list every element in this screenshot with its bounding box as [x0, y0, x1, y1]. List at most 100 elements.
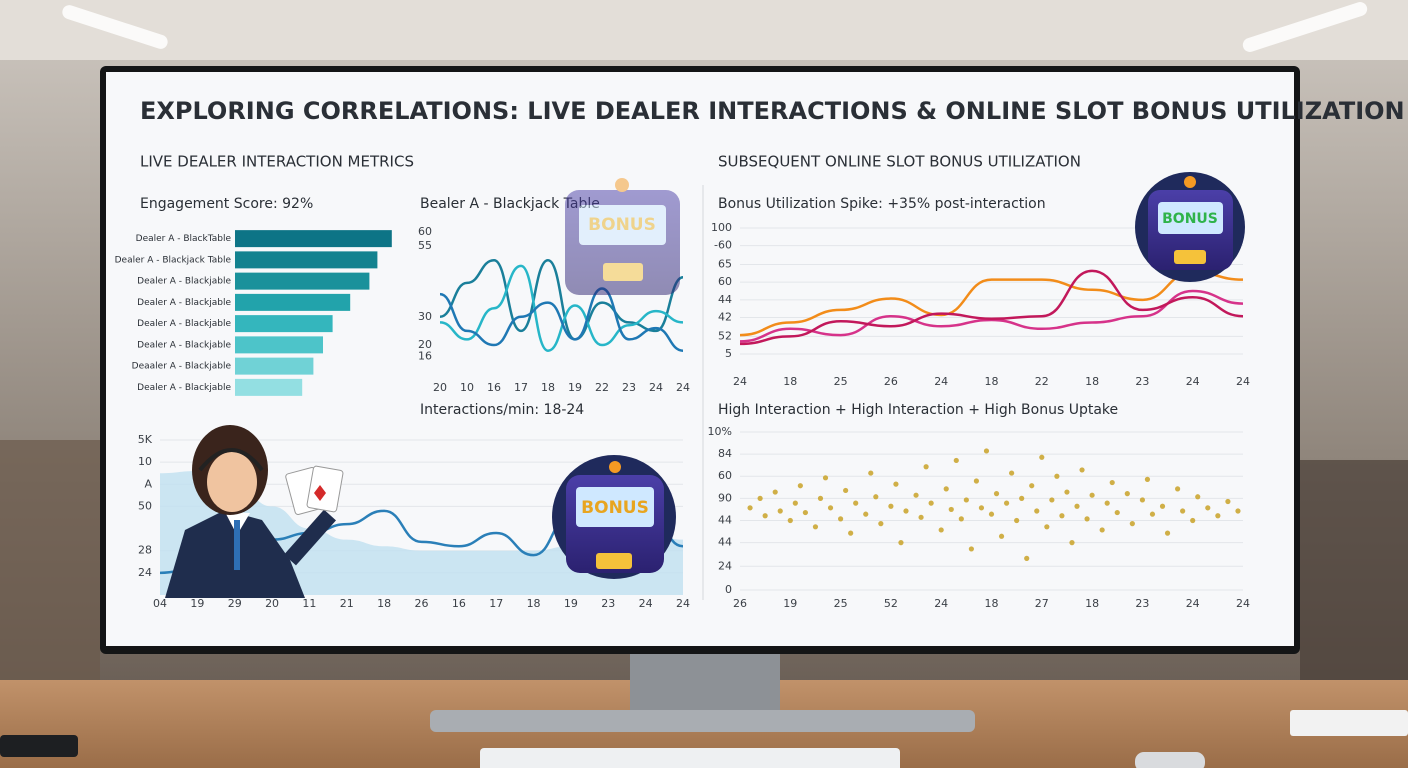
- point: [988, 511, 995, 517]
- point: [978, 505, 985, 511]
- x-tick-label: 21: [340, 597, 354, 610]
- x-tick-label: 18: [1085, 375, 1099, 388]
- point: [797, 483, 803, 489]
- dealer-tie: [234, 520, 240, 570]
- y-tick-label: 10: [138, 455, 152, 468]
- bar: [235, 378, 303, 396]
- point: [1149, 511, 1156, 517]
- point: [878, 521, 884, 527]
- point: [1124, 491, 1130, 497]
- y-tick-label: 60: [718, 275, 732, 288]
- y-tick-label: 24: [718, 559, 732, 572]
- point: [1225, 498, 1231, 505]
- x-tick-label: 23: [622, 381, 636, 394]
- y-tick-label: Deaaler A - Blackjable: [132, 362, 232, 372]
- point: [792, 500, 798, 506]
- point: [903, 508, 909, 514]
- point: [963, 497, 969, 503]
- mouse: [1135, 752, 1205, 768]
- point: [817, 495, 824, 501]
- section-heading: SUBSEQUENT ONLINE SLOT BONUS UTILIZATION: [718, 153, 1081, 171]
- slot-machine-icon: BONUS: [1135, 172, 1245, 282]
- point: [1175, 486, 1181, 492]
- chart-title: Bealer A - Blackjack Table: [420, 196, 600, 212]
- slot-light: [1184, 176, 1196, 188]
- dashboard-title: EXPLORING CORRELATIONS: LIVE DEALER INTE…: [140, 97, 1405, 125]
- bar: [235, 357, 314, 375]
- x-tick-label: 22: [595, 381, 609, 394]
- point: [1014, 517, 1020, 524]
- point: [1190, 517, 1196, 524]
- point: [1104, 500, 1110, 506]
- line: [739, 289, 1244, 343]
- x-tick-label: 24: [1186, 375, 1200, 388]
- ceiling: [0, 0, 1408, 60]
- slot-screen: [579, 205, 666, 245]
- slot-light: [615, 178, 629, 192]
- x-tick-label: 25: [834, 375, 848, 388]
- point: [1019, 495, 1025, 501]
- y-tick-label: 28: [138, 544, 152, 557]
- point: [923, 464, 929, 470]
- point: [1144, 476, 1151, 482]
- y-tick-label: Dealer A - Blackjable: [137, 298, 231, 308]
- point: [777, 508, 783, 514]
- point: [998, 533, 1005, 539]
- x-tick-label: 24: [934, 375, 948, 388]
- line: [439, 259, 684, 341]
- point: [1164, 530, 1171, 536]
- point: [868, 470, 874, 476]
- y-tick-label: Dealer A - Blackjable: [137, 277, 231, 287]
- y-tick-label: 65: [718, 258, 732, 271]
- point: [848, 530, 854, 536]
- x-tick-label: 19: [783, 597, 797, 610]
- dealer-headset: [198, 448, 264, 472]
- point: [893, 481, 899, 487]
- point: [827, 505, 834, 511]
- y-tick-label: Dealer A - Blackjack Table: [115, 255, 232, 265]
- point: [948, 506, 954, 513]
- slot-machine-icon: BONUS: [565, 178, 680, 295]
- point: [1195, 494, 1201, 500]
- y-tick-label: 24: [138, 566, 152, 579]
- slot-label: BONUS: [581, 498, 649, 518]
- x-tick-label: 17: [489, 597, 503, 610]
- background-cabinet: [1300, 460, 1408, 680]
- x-tick-label: 52: [884, 597, 898, 610]
- point: [1024, 555, 1030, 562]
- point: [918, 514, 924, 520]
- chart-title: Engagement Score: 92%: [140, 196, 313, 212]
- point: [757, 495, 763, 501]
- bar: [235, 293, 351, 311]
- point: [1129, 521, 1135, 527]
- x-tick-label: 24: [639, 597, 653, 610]
- y-tick-label: 60: [718, 469, 732, 482]
- slot-machine-icon: BONUS: [552, 455, 676, 579]
- x-tick-label: 20: [265, 597, 279, 610]
- card-suit: [314, 485, 326, 501]
- point: [968, 546, 974, 552]
- x-tick-label: 22: [1035, 375, 1049, 388]
- point: [1064, 489, 1070, 495]
- y-tick-label: 42: [718, 310, 732, 323]
- x-tick-label: 18: [527, 597, 541, 610]
- x-tick-label: 10: [460, 381, 474, 394]
- x-tick-label: 11: [302, 597, 316, 610]
- background-cabinet: [0, 440, 100, 680]
- line: [439, 264, 684, 352]
- point: [1235, 508, 1241, 514]
- point: [1054, 473, 1060, 479]
- y-tick-label: 16: [418, 349, 432, 362]
- phone: [0, 735, 78, 757]
- y-tick-label: 44: [718, 513, 732, 526]
- point: [1084, 516, 1090, 522]
- x-tick-label: 24: [1186, 597, 1200, 610]
- ceiling-light: [62, 5, 168, 49]
- point: [873, 494, 879, 500]
- x-tick-label: 16: [487, 381, 501, 394]
- x-tick-label: 19: [564, 597, 578, 610]
- line: [739, 269, 1244, 346]
- y-tick-label: -60: [714, 239, 732, 252]
- chart-title: Bonus Utilization Spike: +35% post-inter…: [718, 196, 1046, 212]
